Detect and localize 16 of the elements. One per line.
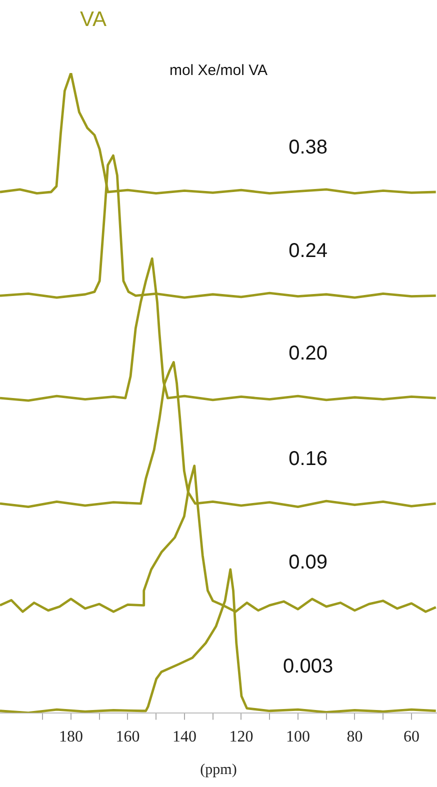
- series-label: 0.38: [288, 136, 328, 159]
- series-label: 0.003: [283, 655, 334, 678]
- x-tick-label: 160: [116, 728, 140, 746]
- x-tick-label: 140: [172, 728, 196, 746]
- legend-title: mol Xe/mol VA: [168, 62, 269, 79]
- chart-title: VA: [80, 8, 106, 32]
- x-tick-label: 180: [58, 728, 83, 746]
- x-tick-label: 100: [286, 728, 310, 746]
- x-axis-title: (ppm): [200, 762, 237, 778]
- x-tick-label: 80: [346, 728, 363, 746]
- series-label: 0.16: [288, 448, 328, 470]
- x-tick-label: 120: [229, 728, 254, 746]
- series-label: 0.09: [288, 552, 328, 574]
- series-label: 0.20: [288, 342, 328, 365]
- series-label: 0.24: [288, 240, 328, 262]
- x-tick-label: 60: [403, 728, 420, 746]
